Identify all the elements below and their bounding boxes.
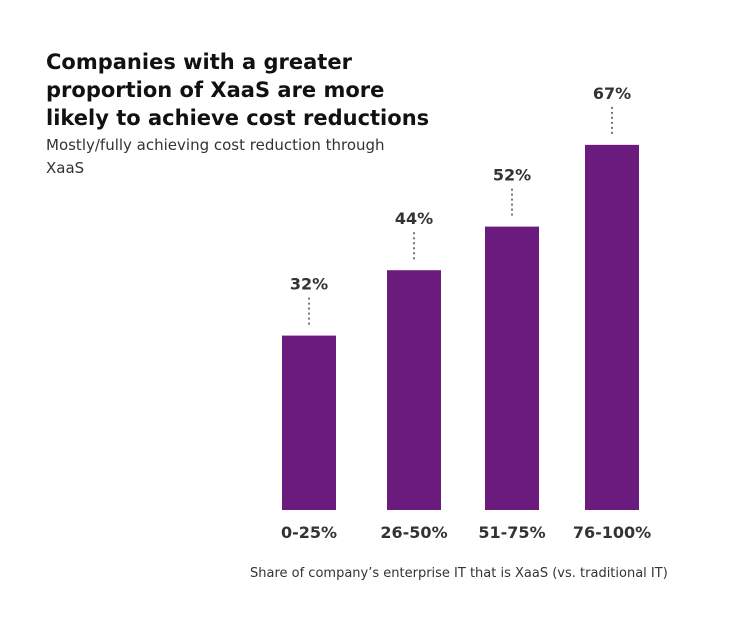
bar-26-50% (387, 270, 441, 510)
chart-title: Companies with a greater proportion of X… (46, 50, 430, 130)
bar-0-25% (282, 335, 336, 510)
bar-51-75% (485, 226, 539, 510)
data-label: 44% (395, 209, 433, 228)
x-axis-label: Share of company’s enterprise IT that is… (250, 566, 668, 581)
category-label: 51-75% (478, 523, 545, 542)
data-label: 52% (493, 166, 531, 185)
data-label: 32% (290, 275, 328, 294)
category-label: 76-100% (573, 523, 651, 542)
category-label: 26-50% (380, 523, 447, 542)
category-label: 0-25% (281, 523, 337, 542)
data-label: 67% (593, 84, 631, 103)
chart-subtitle: Mostly/fully achieving cost reduction th… (46, 136, 385, 177)
bar-76-100% (585, 144, 639, 510)
